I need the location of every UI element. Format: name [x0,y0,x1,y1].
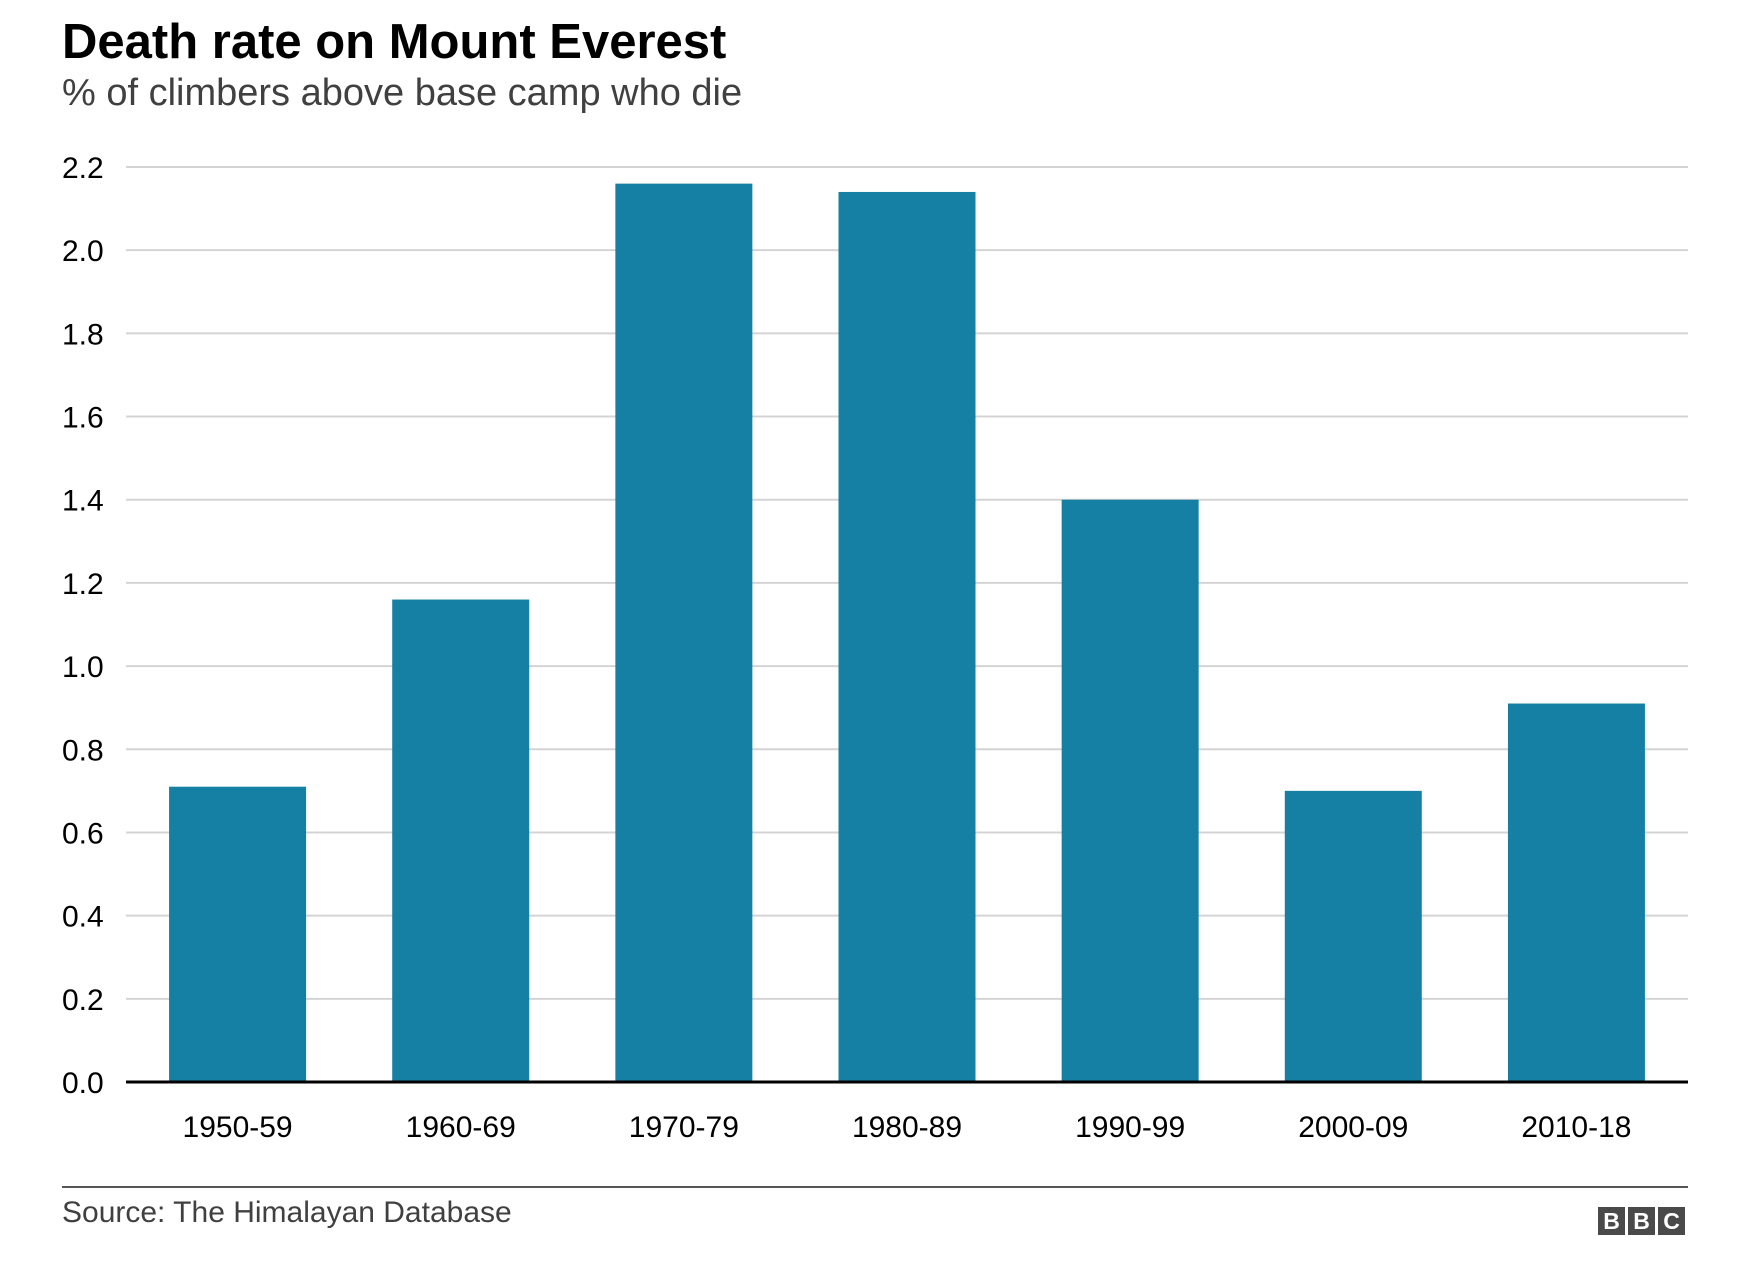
x-axis-tick-labels: 1950-59 1960-69 1970-79 1980-89 1990-99 2000-… [183,1111,1632,1144]
bbc-logo-letter: C [1658,1207,1685,1235]
y-tick-label: 1.2 [62,568,104,601]
bar [1284,790,1422,1082]
bbc-logo-letter: B [1598,1207,1625,1235]
y-tick-label: 2.2 [62,152,104,185]
y-tick-label: 0.6 [62,817,104,850]
x-tick-label: 2000-09 [1298,1111,1408,1144]
footer-divider [62,1186,1688,1188]
x-tick-label: 1960-69 [406,1111,516,1144]
x-tick-label: 1990-99 [1075,1111,1185,1144]
x-tick-label: 2010-18 [1521,1111,1631,1144]
x-tick-label: 1950-59 [183,1111,293,1144]
bbc-logo-letter: B [1628,1207,1655,1235]
bar [1061,499,1199,1082]
y-axis-tick-labels: 0.0 0.2 0.4 0.6 0.8 1.0 1.2 1.4 1.6 1.8 2.0 2.2 [62,152,104,1100]
y-tick-label: 0.2 [62,984,104,1017]
bar [615,183,753,1083]
bar [838,191,976,1083]
y-tick-label: 0.4 [62,901,104,934]
y-tick-label: 0.8 [62,734,104,767]
chart-title: Death rate on Mount Everest [62,15,727,69]
y-tick-label: 1.4 [62,485,104,518]
y-tick-label: 1.6 [62,402,104,435]
y-tick-label: 1.8 [62,318,104,351]
chart-subtitle: % of climbers above base camp who die [62,72,743,114]
bbc-logo: B B C [1598,1207,1685,1235]
x-tick-label: 1980-89 [852,1111,962,1144]
x-tick-label: 1970-79 [629,1111,739,1144]
y-tick-label: 0.0 [62,1067,104,1100]
bar [1507,703,1645,1082]
bar [169,786,307,1082]
y-tick-label: 2.0 [62,235,104,268]
bars [169,183,1645,1083]
y-tick-label: 1.0 [62,651,104,684]
bar [392,599,530,1082]
source-note: Source: The Himalayan Database [62,1196,512,1229]
